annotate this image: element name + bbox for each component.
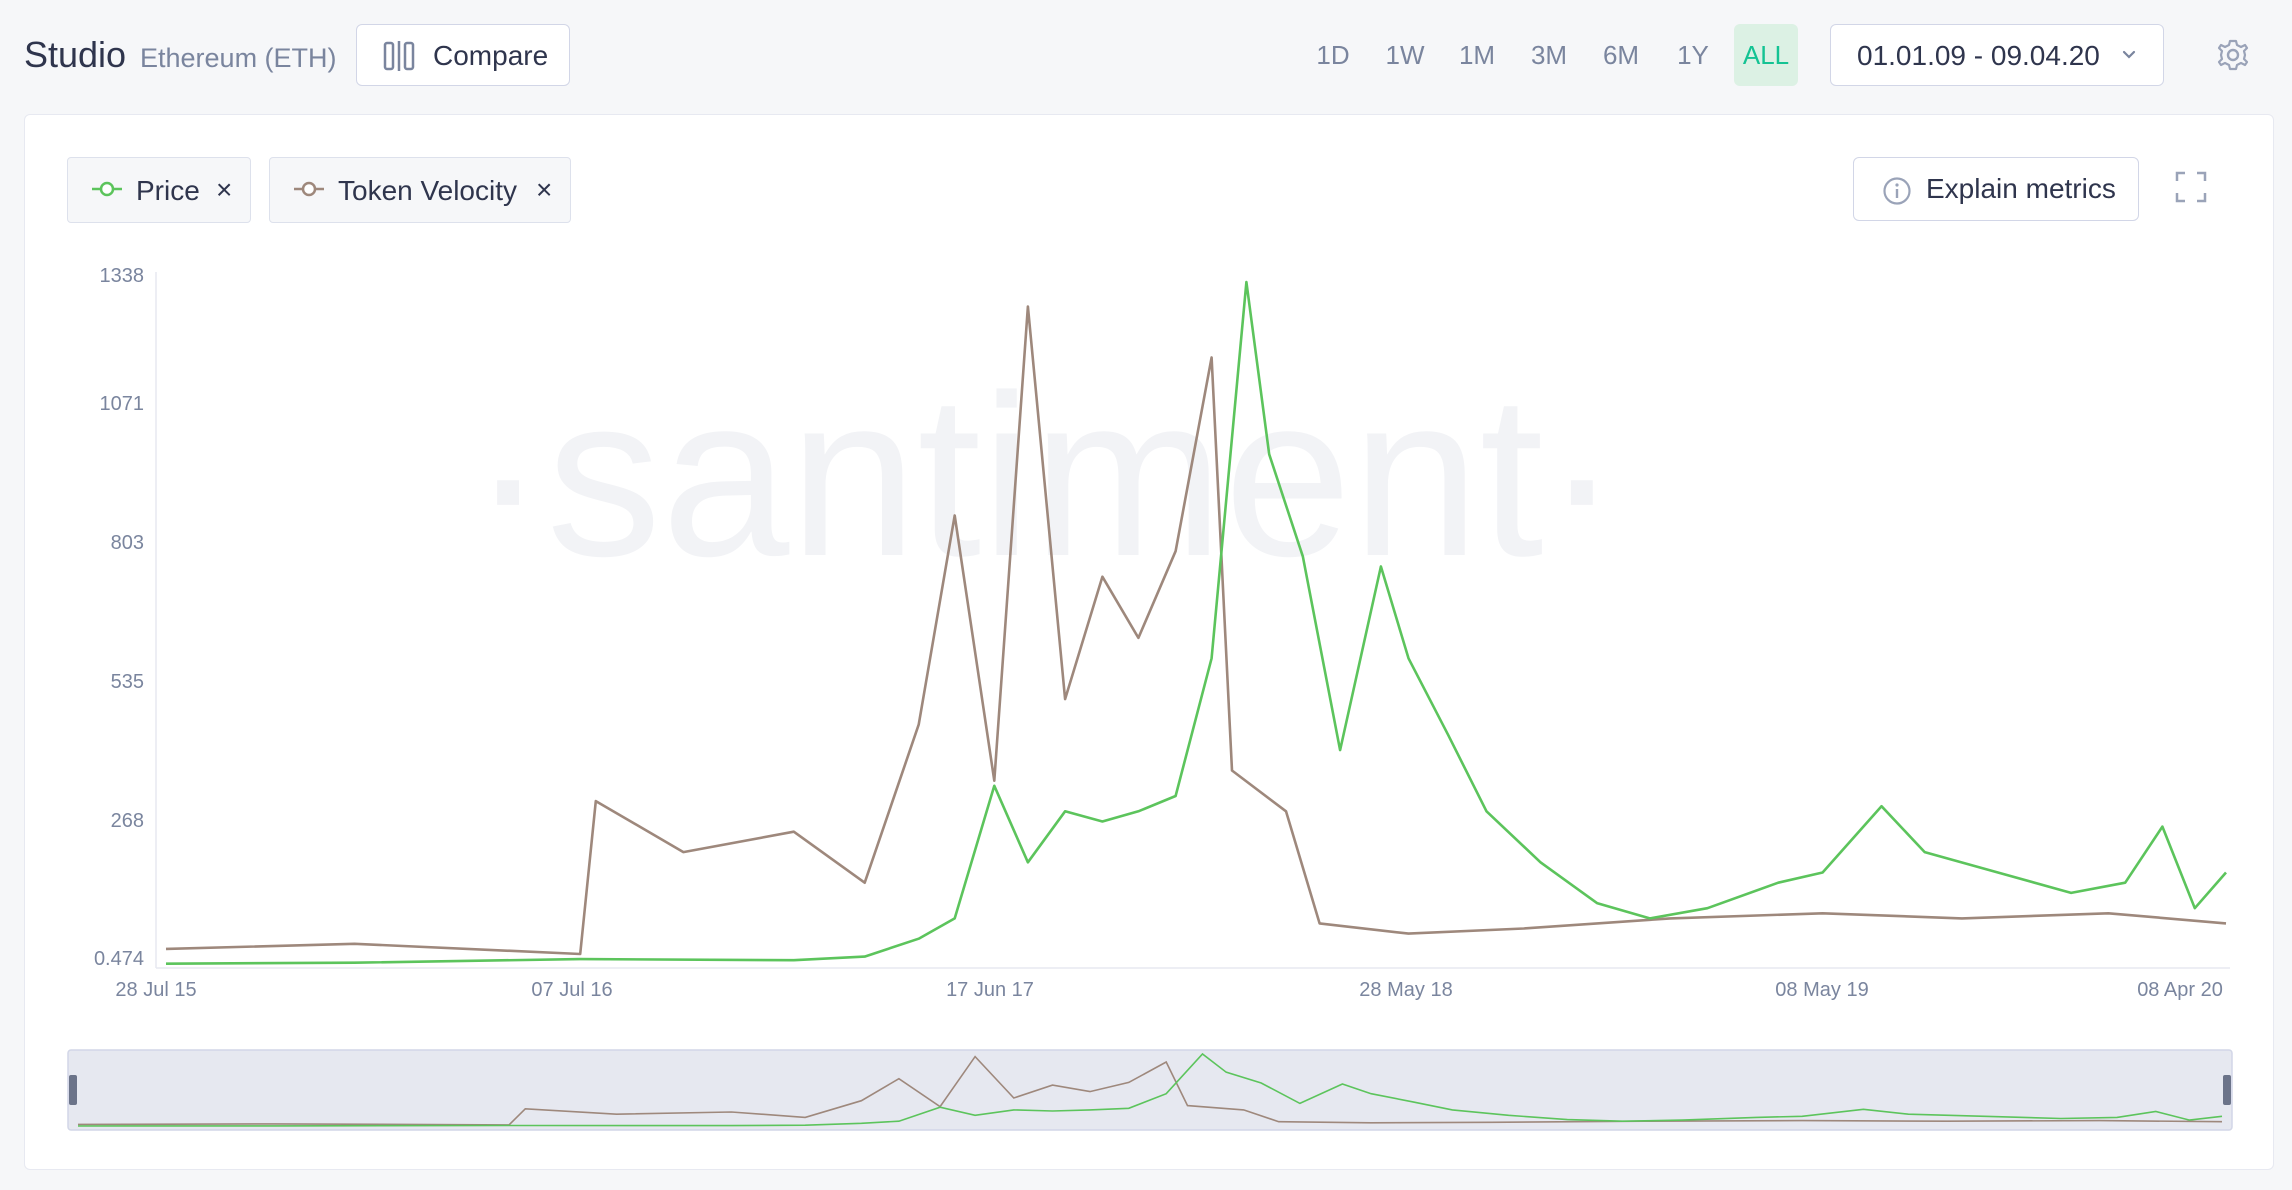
x-tick-label: 28 Jul 15 bbox=[115, 979, 196, 1001]
token-velocity-line-icon bbox=[294, 181, 324, 197]
navigator-handle-left[interactable] bbox=[69, 1075, 77, 1105]
compare-icon bbox=[383, 41, 415, 71]
series-line-token-velocity bbox=[165, 305, 2227, 956]
range-6m[interactable]: 6M bbox=[1602, 40, 1640, 70]
navigator-handle-right[interactable] bbox=[2223, 1075, 2231, 1105]
price-line-icon bbox=[92, 181, 122, 197]
range-3m[interactable]: 3M bbox=[1530, 40, 1568, 70]
metric-chip-label: Price bbox=[136, 175, 200, 206]
page-title: Studio bbox=[24, 34, 127, 75]
x-tick-label: 07 Jul 16 bbox=[531, 979, 612, 1001]
metric-chip-token-velocity[interactable]: Token Velocity × bbox=[269, 157, 571, 223]
y-tick-label: 535 bbox=[111, 671, 144, 693]
range-1y[interactable]: 1Y bbox=[1677, 40, 1709, 70]
y-tick-label: 1338 bbox=[100, 265, 145, 287]
x-tick-label: 08 May 19 bbox=[1775, 979, 1868, 1001]
asset-name: Ethereum (ETH) bbox=[140, 43, 337, 73]
top-bar: Studio Ethereum (ETH) Compare 1D 1W 1M 3… bbox=[0, 0, 2292, 112]
settings-gear-icon[interactable] bbox=[2216, 38, 2250, 72]
x-tick-label: 28 May 18 bbox=[1359, 979, 1452, 1001]
x-tick-label: 08 Apr 20 bbox=[2137, 979, 2223, 1001]
navigator-line-price bbox=[77, 1052, 2223, 1127]
series-line-price bbox=[165, 280, 2227, 965]
y-tick-label: 803 bbox=[111, 532, 144, 554]
range-all[interactable]: ALL bbox=[1734, 24, 1798, 86]
y-tick-label: 268 bbox=[111, 810, 144, 832]
chevron-down-icon bbox=[2122, 50, 2136, 59]
explain-metrics-label: Explain metrics bbox=[1926, 173, 2116, 204]
date-range-select[interactable]: 01.01.09 - 09.04.20 bbox=[1830, 24, 2164, 86]
metric-chip-label: Token Velocity bbox=[338, 175, 517, 206]
y-tick-label: 0.474 bbox=[94, 948, 144, 970]
info-icon bbox=[1883, 177, 1911, 205]
remove-price-button[interactable]: × bbox=[216, 174, 233, 205]
y-tick-label: 1071 bbox=[100, 393, 145, 415]
fullscreen-icon[interactable] bbox=[2175, 171, 2207, 203]
compare-label: Compare bbox=[433, 40, 549, 71]
range-1w[interactable]: 1W bbox=[1385, 40, 1425, 70]
metric-chip-price[interactable]: Price × bbox=[67, 157, 251, 223]
navigator-window[interactable] bbox=[67, 1049, 2233, 1131]
remove-token-velocity-button[interactable]: × bbox=[536, 174, 553, 205]
range-1d[interactable]: 1D bbox=[1316, 40, 1350, 70]
range-1m[interactable]: 1M bbox=[1458, 40, 1496, 70]
explain-metrics-button[interactable]: Explain metrics bbox=[1853, 157, 2139, 221]
x-tick-label: 17 Jun 17 bbox=[946, 979, 1034, 1001]
compare-button[interactable]: Compare bbox=[356, 24, 570, 86]
date-range-label: 01.01.09 - 09.04.20 bbox=[1857, 40, 2100, 71]
chart-panel: Price × Token Velocity × Explain metrics bbox=[24, 114, 2274, 1170]
